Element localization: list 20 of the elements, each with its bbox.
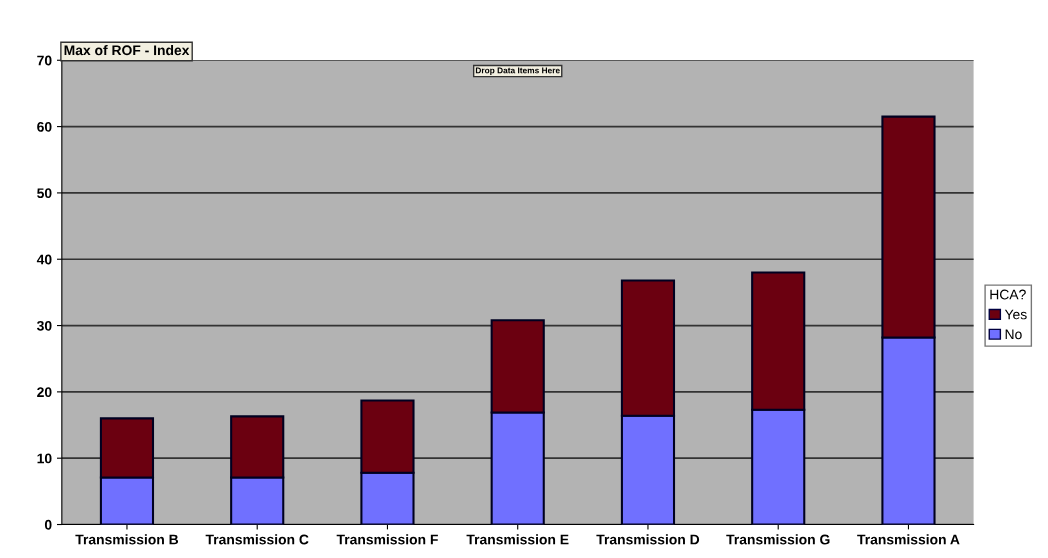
annotation: Drop Data Items Here [475, 67, 560, 75]
x-tick-label: Transmission D [596, 534, 700, 545]
text: Max of ROF - Index [64, 45, 190, 56]
y-tick-label: 50 [37, 188, 52, 199]
y-tick-label: 10 [37, 453, 52, 464]
y-tick-label: 40 [36, 254, 52, 265]
x-tick-label: Transmission F [336, 534, 438, 545]
legend-label: No [1005, 329, 1022, 340]
x-tick-label: Transmission C [205, 534, 309, 545]
y-tick-label: 30 [36, 320, 52, 331]
x-tick-label: Transmission A [857, 534, 960, 545]
y-tick-label: 60 [37, 121, 52, 132]
x-tick-label: Transmission E [466, 534, 569, 545]
legend-label: Yes [1004, 309, 1027, 320]
x-tick-label: Transmission G [726, 534, 830, 545]
x-tick-label: Transmission B [75, 534, 179, 545]
y-tick-label: 20 [37, 387, 52, 398]
legend-title: HCA? [990, 289, 1026, 300]
y-tick-label: 0 [44, 519, 52, 530]
y-tick-label: 70 [37, 55, 52, 66]
